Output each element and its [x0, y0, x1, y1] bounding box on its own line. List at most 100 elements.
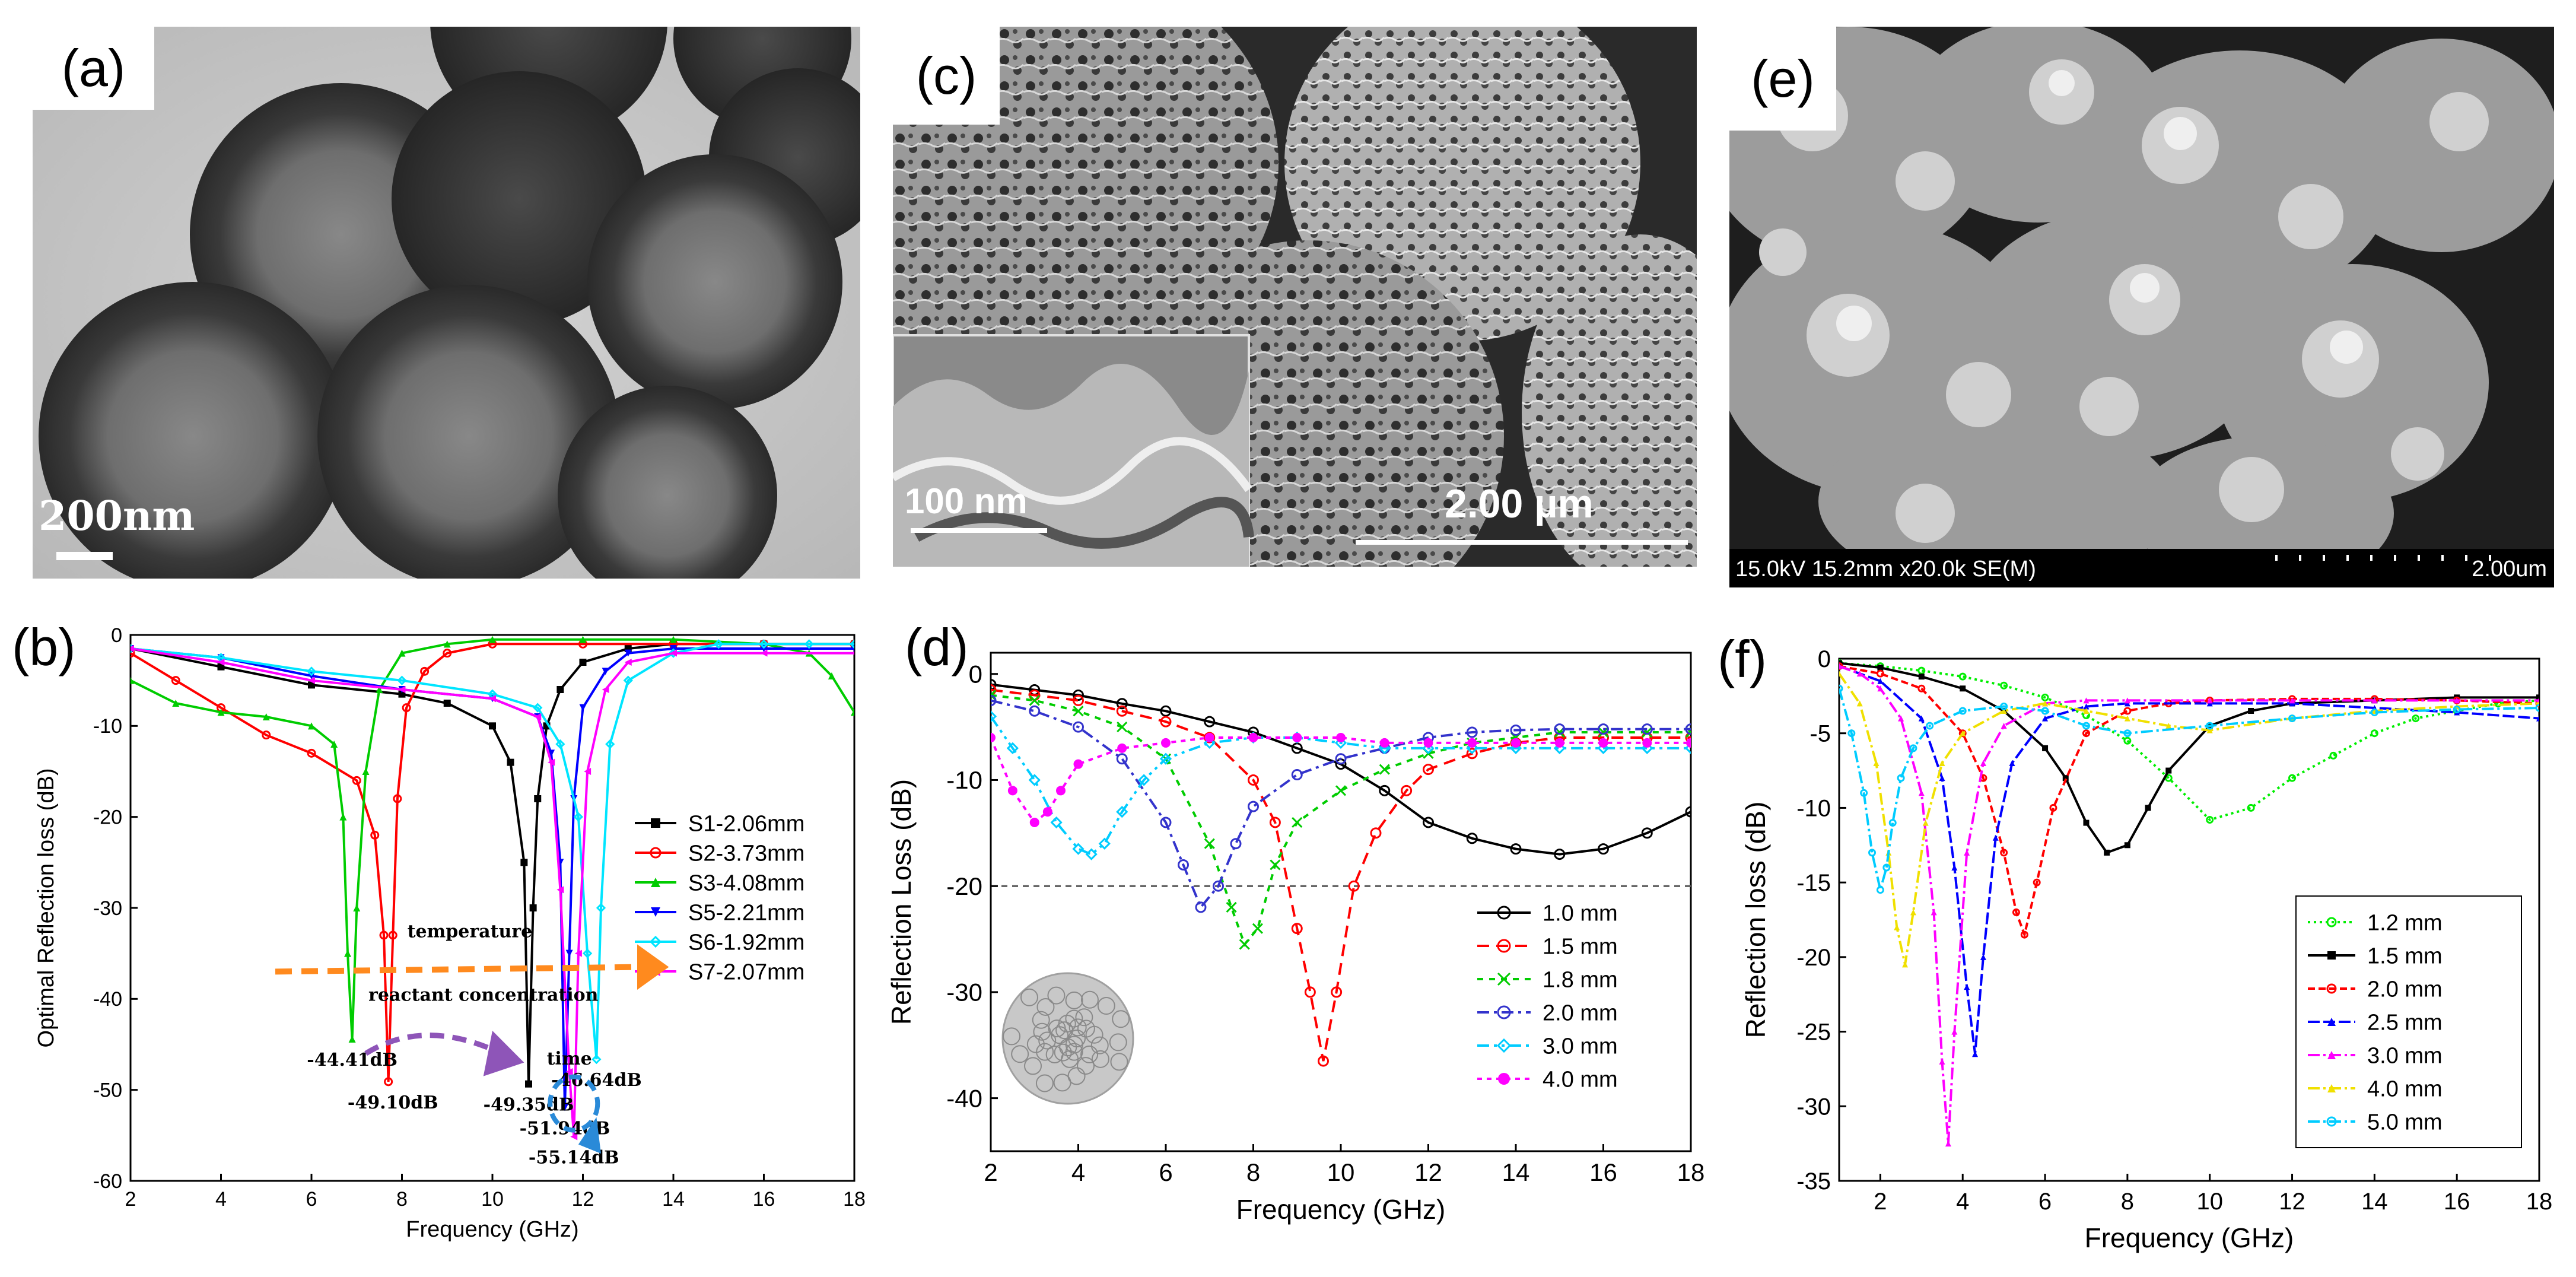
legend-marker-b-0 [651, 818, 660, 828]
legend-marker-d-1 [1497, 939, 1511, 953]
data-point-d-4-19 [1597, 742, 1610, 754]
data-point-b-5-7 [556, 886, 564, 894]
data-point-b-1-8 [384, 1077, 393, 1087]
series-line-b-4 [131, 643, 854, 1060]
annotation-b-1: -49.10dB [348, 1092, 438, 1113]
data-point-b-3-8 [561, 1104, 568, 1111]
annotation-b-0: -44.41dB [307, 1050, 397, 1070]
x-tick-label-b-2: 6 [306, 1188, 317, 1211]
data-point-b-1-1 [171, 676, 180, 685]
data-point-b-0-9 [529, 904, 537, 911]
data-point-b-1-13 [443, 649, 452, 658]
data-point-f-2-10 [2082, 729, 2090, 738]
inset-sphere-texture-34 [1109, 1033, 1127, 1052]
y-tick-label-f-5: -25 [1796, 1019, 1831, 1046]
series-d-5 [991, 732, 1691, 827]
data-point-f-1-5 [2042, 745, 2049, 751]
inset-sphere-texture-39 [1080, 1045, 1099, 1063]
y-tick-label-d-0: 0 [969, 660, 982, 688]
data-point-f-6-13 [2082, 722, 2090, 730]
data-point-f-5-13 [2124, 715, 2130, 722]
data-point-b-2-13 [443, 640, 451, 648]
data-point-f-4-14 [2124, 697, 2130, 704]
legend-marker-b-1 [650, 847, 662, 859]
data-point-d-3-0 [991, 694, 997, 706]
temperature-arrowhead [637, 944, 669, 990]
data-point-b-2-16 [670, 636, 677, 643]
data-point-f-3-8 [1992, 834, 1999, 841]
data-point-d-3-9 [1248, 800, 1259, 812]
data-point-d-4-18 [1553, 742, 1566, 754]
legend-marker-f-2 [2326, 983, 2337, 994]
y-tick-label-b-4: -40 [93, 988, 122, 1011]
inset-sphere-texture-5 [1091, 1050, 1109, 1068]
data-point-f-3-6 [1972, 1051, 1979, 1057]
data-point-f-3-3 [1939, 775, 1945, 782]
data-point-f-5-5 [1902, 961, 1909, 968]
data-point-f-6-4 [1876, 886, 1884, 894]
data-point-d-3-4 [1160, 817, 1172, 828]
data-point-d-3-15 [1510, 724, 1522, 736]
data-point-b-2-8 [348, 1035, 356, 1043]
series-line-d-2 [991, 694, 1691, 947]
legend-marker-b-3 [651, 907, 660, 917]
data-point-d-2-8 [1252, 923, 1263, 934]
y-axis-label-f: Reflection loss (dB) [1740, 802, 1771, 1038]
y-axis-label-d: Reflection Loss (dB) [886, 779, 917, 1025]
data-point-d-5-12 [1379, 738, 1389, 748]
inset-sphere-texture-26 [1110, 1053, 1128, 1071]
data-point-d-5-11 [1336, 732, 1346, 742]
temperature-arrow [275, 964, 638, 975]
data-point-d-5-5 [1073, 759, 1083, 769]
data-point-b-2-1 [172, 700, 180, 707]
data-point-f-1-7 [2083, 819, 2090, 826]
x-tick-label-f-4: 10 [2196, 1189, 2223, 1215]
data-point-f-2-11 [2123, 707, 2132, 715]
data-point-b-2-14 [489, 636, 496, 643]
data-point-d-5-0 [991, 732, 996, 742]
panel-label-d: (d) [905, 618, 969, 676]
legend-marker-b-4 [649, 935, 662, 948]
legend-label-b-5: S7-2.07mm [688, 960, 804, 984]
data-point-f-4-9 [1964, 849, 1970, 856]
data-point-b-1-11 [402, 703, 411, 713]
y-tick-label-b-2: -20 [93, 806, 122, 829]
data-point-d-0-3 [1116, 698, 1128, 710]
data-point-b-1-3 [262, 730, 271, 740]
data-point-f-0-12 [2329, 751, 2338, 760]
data-point-d-2-9 [1270, 859, 1281, 871]
data-point-d-4-6 [1098, 837, 1111, 850]
data-point-b-4-7 [573, 812, 583, 822]
legend-marker-f-3 [2327, 1018, 2336, 1026]
y-tick-label-d-2: -20 [946, 872, 982, 900]
data-point-f-5-2 [1873, 760, 1879, 766]
data-point-f-6-7 [1897, 774, 1905, 782]
data-point-f-1-1 [1877, 665, 1884, 671]
data-point-b-0-8 [525, 1080, 532, 1088]
data-point-d-4-1 [1006, 742, 1019, 754]
concentration-arrowhead [483, 1031, 524, 1076]
data-point-f-6-16 [2288, 714, 2297, 723]
data-point-f-6-3 [1868, 849, 1877, 857]
data-point-d-5-4 [1056, 786, 1066, 796]
data-point-f-1-10 [2145, 805, 2151, 811]
data-point-b-4-16 [804, 639, 814, 649]
data-point-f-1-6 [2062, 775, 2069, 782]
x-tick-label-b-3: 8 [396, 1188, 408, 1211]
inset-sphere-texture-14 [1036, 998, 1055, 1016]
y-tick-label-f-4: -20 [1796, 945, 1831, 971]
series-f-4 [1839, 663, 2539, 1147]
data-point-f-4-15 [2206, 697, 2213, 704]
legend-marker-f-6 [2326, 1116, 2337, 1127]
data-point-b-5-14 [670, 649, 677, 657]
data-point-d-3-2 [1073, 721, 1084, 733]
data-point-f-0-3 [1958, 672, 1967, 681]
inset-sphere-texture-13 [1090, 1036, 1109, 1054]
legend-label-d-0: 1.0 mm [1543, 901, 1618, 926]
inset-sphere-texture-31 [1077, 1057, 1095, 1075]
series-line-b-0 [131, 643, 854, 1084]
y-tick-label-d-3: -30 [946, 979, 982, 1006]
annotation-b-7: reactant concentration [368, 985, 599, 1006]
data-point-d-2-7 [1239, 939, 1250, 950]
data-point-b-5-15 [760, 649, 768, 657]
